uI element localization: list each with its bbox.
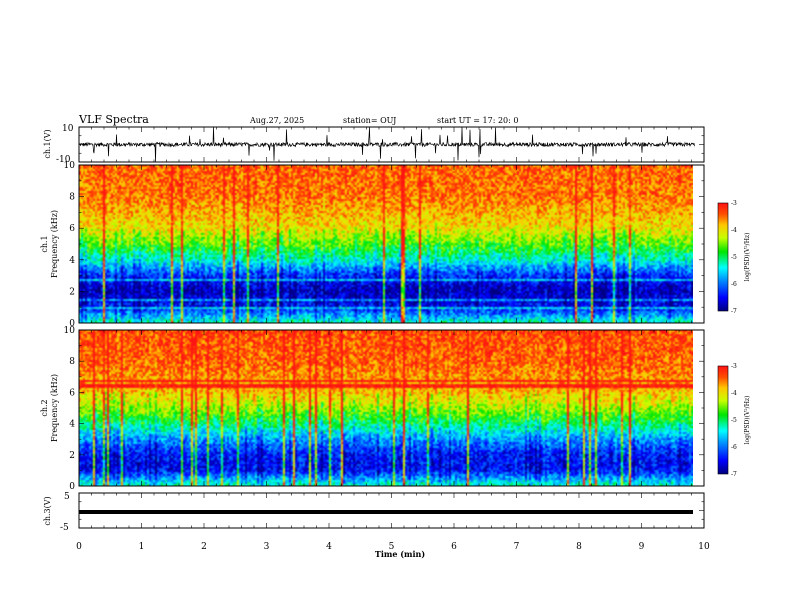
colorbar-tick-label: -3 (731, 200, 737, 207)
station-label: station= OUJ (343, 116, 396, 125)
ch1-colorbar: -3 -4 -5 -6 -7 log(PSD)(V²/Hz) (717, 200, 751, 315)
ch2-spectrogram-ylabel-channel: ch.2 (40, 399, 49, 416)
x-tick-label: 9 (639, 542, 645, 552)
colorbar-tick-label: -6 (731, 444, 737, 451)
ch1-ytick-bottom: -10 (56, 155, 71, 165)
ch2-spectrogram-image (79, 330, 693, 486)
colorbar-tick-label: -7 (731, 308, 737, 315)
ch1-spectrogram-ylabel: Frequency (kHz) (50, 210, 59, 278)
ch1-ticks (78, 126, 705, 163)
ch2-spectrogram-ticks (78, 329, 705, 487)
y-tick-label: 4 (69, 256, 75, 266)
y-tick-label: 2 (69, 287, 75, 297)
ch1-spectrogram-ticks (78, 164, 705, 324)
x-tick-label: 10 (698, 542, 710, 552)
ch2-spectrogram-panel: 0 2 4 6 8 10 ch.2 Frequency (kHz) (40, 326, 705, 492)
colorbar-tick-label: -4 (731, 227, 737, 234)
colorbar-tick-label: -5 (731, 254, 737, 261)
x-axis-tick-labels: 0 1 2 3 4 5 6 7 8 9 10 (76, 542, 710, 552)
x-tick-label: 4 (326, 542, 332, 552)
y-tick-label: 2 (69, 451, 75, 461)
ch1-colorbar-label: log(PSD)(V²/Hz) (744, 233, 751, 282)
figure-title: VLF Spectra (78, 113, 149, 126)
ch2-colorbar-tick-labels: -3 -4 -5 -6 -7 (731, 363, 737, 478)
ch3-ticks (78, 492, 705, 529)
ch1-waveform-line (78, 126, 695, 162)
y-tick-label: 10 (64, 326, 76, 336)
ch2-spectrogram-ytick-labels: 0 2 4 6 8 10 (64, 326, 76, 492)
ch2-colorbar-image (718, 366, 728, 474)
colorbar-tick-label: -5 (731, 417, 737, 424)
x-tick-label: 0 (76, 542, 82, 552)
y-tick-label: 6 (69, 388, 75, 398)
y-tick-label: 0 (69, 482, 75, 492)
y-tick-label: 8 (69, 357, 75, 367)
x-tick-label: 2 (201, 542, 207, 552)
ch1-ylabel: ch.1(V) (43, 129, 52, 158)
x-tick-label: 8 (576, 542, 582, 552)
ch2-colorbar-label: log(PSD)(V²/Hz) (744, 396, 751, 445)
colorbar-tick-label: -7 (731, 471, 737, 478)
ch1-spectrogram-image (79, 165, 693, 323)
x-tick-label: 6 (451, 542, 457, 552)
ch1-spectrogram-panel: 0 2 4 6 8 10 ch.1 Frequency (kHz) (40, 161, 705, 329)
ch1-colorbar-image (718, 203, 728, 311)
ch1-ytick-top: 10 (62, 124, 74, 134)
colorbar-tick-label: -3 (731, 363, 737, 370)
y-tick-label: 10 (64, 161, 76, 171)
colorbar-tick-label: -4 (731, 390, 737, 397)
colorbar-tick-label: -6 (731, 281, 737, 288)
ch1-spectrogram-ylabel-channel: ch.1 (40, 235, 49, 252)
ch2-colorbar: -3 -4 -5 -6 -7 log(PSD)(V²/Hz) (717, 363, 751, 478)
ch1-spectrogram-ytick-labels: 0 2 4 6 8 10 (64, 161, 76, 329)
ch3-waveform-line (79, 510, 693, 514)
x-tick-label: 1 (139, 542, 145, 552)
ch3-ytick-top: 5 (64, 492, 70, 502)
start-time-label: start UT = 17: 20: 0 (437, 116, 518, 125)
y-tick-label: 4 (69, 420, 75, 430)
x-tick-label: 3 (264, 542, 270, 552)
ch3-ylabel: ch.3(V) (43, 496, 52, 525)
y-tick-label: 0 (69, 319, 75, 329)
y-tick-label: 6 (69, 224, 75, 234)
y-tick-label: 8 (69, 193, 75, 203)
x-axis-label: Time (min) (375, 549, 425, 559)
ch2-spectrogram-ylabel: Frequency (kHz) (50, 374, 59, 442)
date-label: Aug.27, 2025 (249, 116, 304, 125)
ch1-waveform-panel: 10 -10 ch.1(V) (43, 124, 705, 165)
ch3-waveform-panel: 5 -5 ch.3(V) (43, 492, 705, 533)
ch3-ytick-bottom: -5 (60, 523, 69, 533)
ch1-colorbar-tick-labels: -3 -4 -5 -6 -7 (731, 200, 737, 315)
x-tick-label: 5 (389, 542, 395, 552)
x-tick-label: 7 (514, 542, 520, 552)
